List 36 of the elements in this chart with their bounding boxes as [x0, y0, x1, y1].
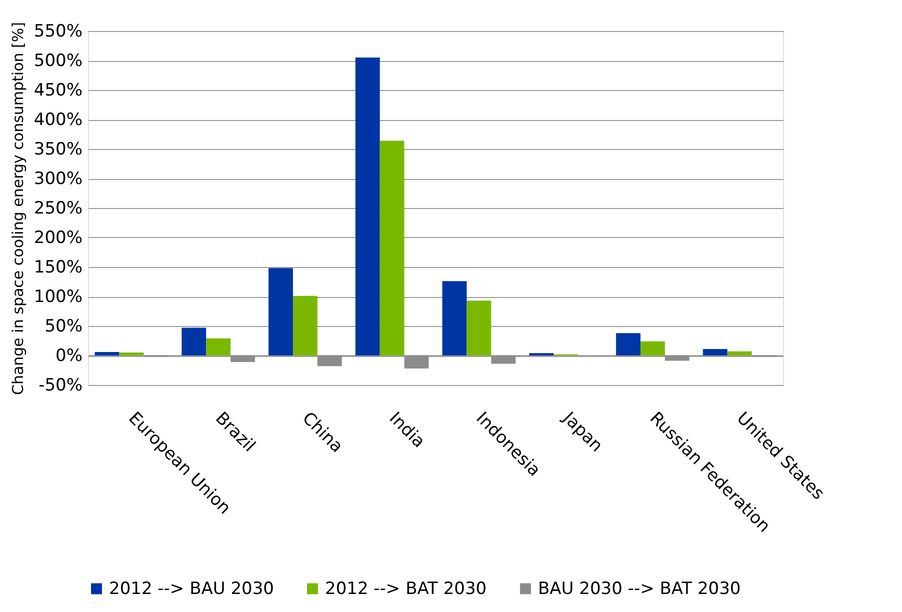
bar: [640, 341, 665, 356]
legend-label: 2012 --> BAT 2030: [325, 578, 487, 599]
y-tick-label: 450%: [34, 80, 82, 100]
y-tick-label: 350%: [34, 140, 82, 160]
y-axis-title: Change in space cooling energy consumption [%]: [8, 22, 27, 396]
y-tick-label: -50%: [38, 376, 82, 396]
bar: [230, 356, 255, 362]
bar: [317, 356, 342, 366]
y-tick-label: 50%: [44, 316, 82, 336]
y-tick-label: 300%: [34, 169, 82, 189]
y-tick-label: 550%: [34, 22, 82, 42]
bar: [119, 352, 144, 356]
bar: [268, 268, 293, 356]
bar: [380, 140, 404, 356]
bar: [727, 351, 752, 356]
y-tick-label: 150%: [34, 258, 82, 278]
y-tick-label: 250%: [34, 198, 82, 218]
y-tick-label: 200%: [34, 228, 82, 248]
bar: [442, 281, 467, 356]
bar: [182, 328, 206, 356]
bar: [702, 349, 728, 356]
bar: [491, 356, 516, 364]
bar: [355, 58, 380, 356]
y-tick-label: 0%: [56, 346, 82, 366]
bar: [292, 296, 318, 356]
bar: [206, 338, 231, 356]
y-tick-label: 500%: [34, 51, 82, 71]
bar: [616, 333, 640, 356]
y-tick-label: 100%: [34, 287, 82, 307]
bar: [664, 356, 690, 361]
legend-label: 2012 --> BAU 2030: [109, 578, 274, 599]
bar: [404, 356, 429, 368]
bar: [94, 352, 120, 356]
legend-label: BAU 2030 --> BAT 2030: [538, 578, 741, 599]
y-tick-label: 400%: [34, 110, 82, 130]
bar: [466, 300, 492, 356]
